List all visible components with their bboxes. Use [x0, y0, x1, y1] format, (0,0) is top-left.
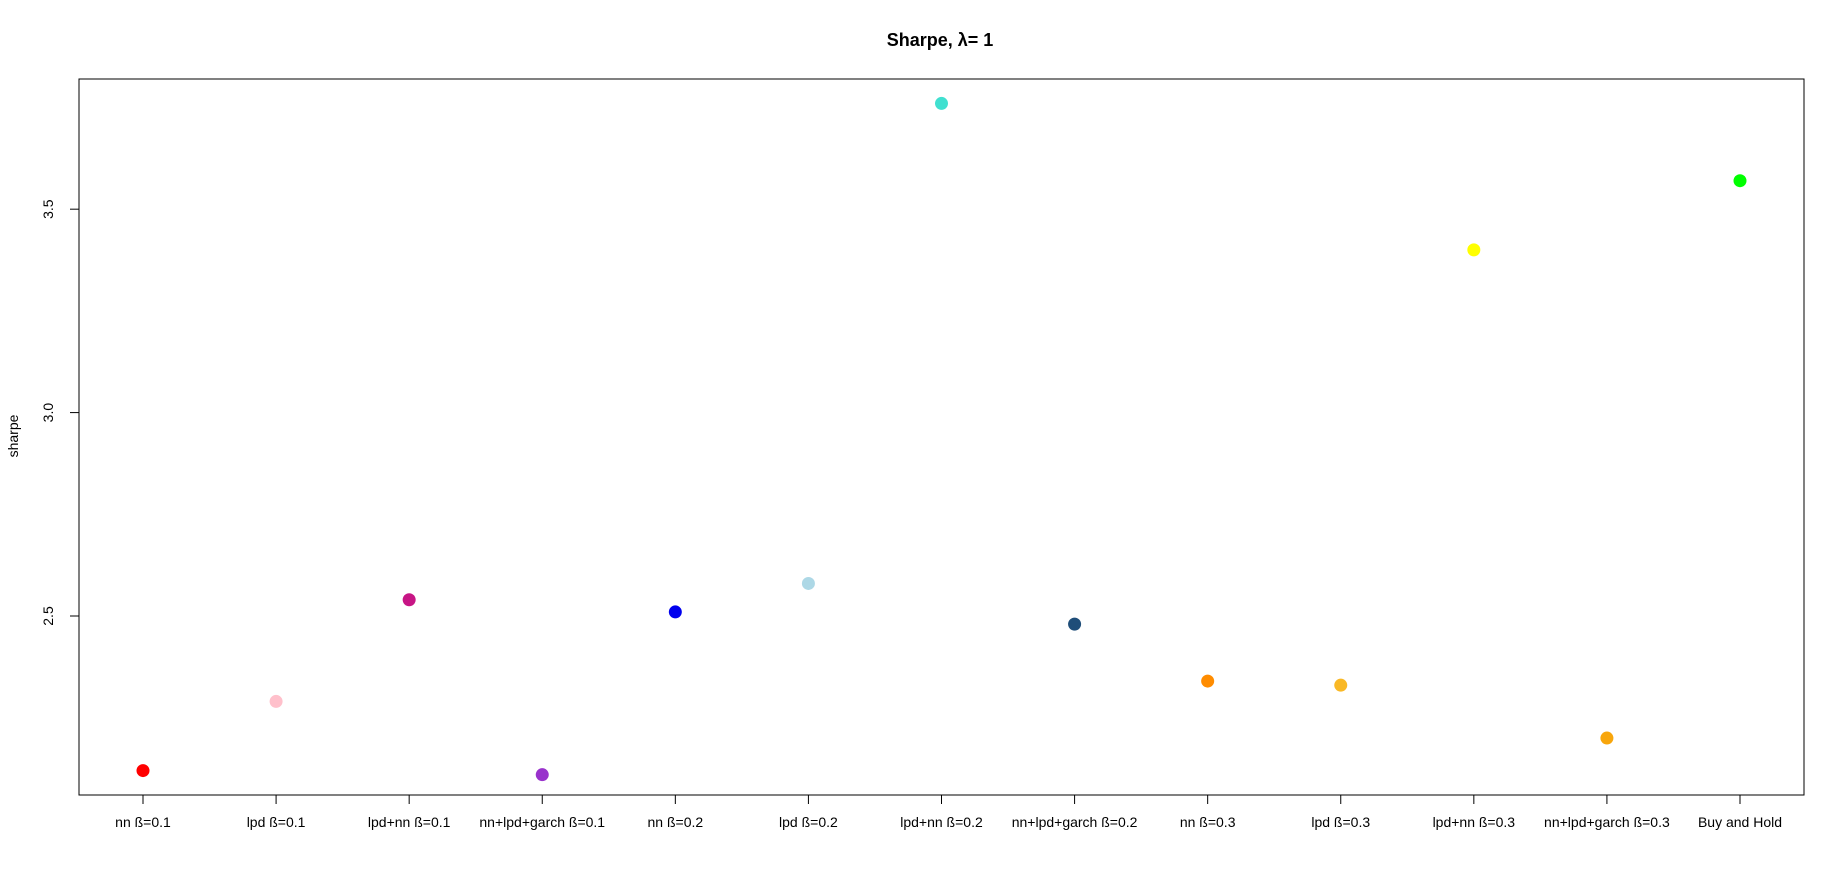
y-axis-label: sharpe: [5, 414, 21, 457]
x-tick-label: lpd ß=0.3: [1311, 814, 1370, 830]
data-point: [668, 605, 682, 619]
x-tick-label: lpd ß=0.1: [247, 814, 306, 830]
x-axis: nn ß=0.1 lpd ß=0.1 lpd+nn ß=0.1 nn+lpd+garc…: [115, 794, 1782, 830]
data-point: [1068, 617, 1082, 631]
x-tick-label: lpd+nn ß=0.1: [368, 814, 451, 830]
data-point: [269, 694, 283, 708]
data-point: [1600, 731, 1614, 745]
x-tick-label: Buy and Hold: [1698, 814, 1782, 830]
chart-title: Sharpe, λ= 1: [887, 30, 994, 50]
data-point: [535, 768, 549, 782]
x-tick-label: nn+lpd+garch ß=0.3: [1544, 814, 1670, 830]
x-tick-label: lpd+nn ß=0.3: [1433, 814, 1516, 830]
x-tick-label: lpd ß=0.2: [779, 814, 838, 830]
x-tick-label: lpd+nn ß=0.2: [900, 814, 983, 830]
x-tick-label: nn ß=0.1: [115, 814, 171, 830]
y-tick-label: 3.5: [40, 199, 56, 219]
x-tick-label: nn+lpd+garch ß=0.2: [1012, 814, 1138, 830]
data-point: [1733, 174, 1747, 188]
data-point: [935, 96, 948, 110]
data-point: [136, 764, 150, 778]
x-tick-label: nn+lpd+garch ß=0.1: [479, 814, 605, 830]
x-tick-label: nn ß=0.2: [648, 814, 704, 830]
data-point: [1201, 674, 1215, 688]
y-tick-label: 2.5: [40, 606, 56, 626]
plot-frame: [78, 78, 1805, 796]
y-axis: 2.5 3.0 3.5: [40, 199, 80, 626]
data-points: [136, 96, 1747, 782]
data-point: [1334, 678, 1348, 692]
data-point: [801, 576, 815, 590]
data-point: [1467, 243, 1481, 257]
data-point: [402, 593, 416, 607]
y-tick-label: 3.0: [40, 403, 56, 423]
x-tick-label: nn ß=0.3: [1180, 814, 1236, 830]
